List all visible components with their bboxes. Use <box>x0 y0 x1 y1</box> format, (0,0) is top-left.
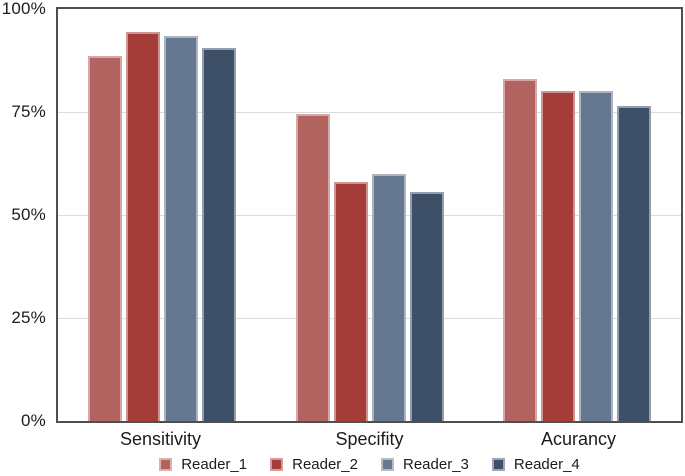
gridline <box>58 112 681 113</box>
y-axis: 0% 25% 50% 75% 100% <box>0 0 46 430</box>
legend-label: Reader_4 <box>513 456 580 473</box>
legend-item-reader_3: Reader_3 <box>381 456 469 473</box>
gridlines <box>58 9 681 421</box>
bar-reader_2-sensitivity <box>125 31 160 421</box>
bar-reader_3-acurancy <box>579 91 614 421</box>
bar-reader_1-specifity <box>295 114 330 421</box>
y-tick-label: 75% <box>11 102 46 121</box>
legend-item-reader_1: Reader_1 <box>159 456 247 473</box>
y-tick-label: 25% <box>11 308 46 327</box>
bar-reader_1-sensitivity <box>87 56 122 421</box>
bar-reader_4-specifity <box>409 192 444 421</box>
bar-group-sensitivity <box>58 9 266 421</box>
x-axis-label-specifity: Specifity <box>335 429 404 449</box>
bar-reader_3-sensitivity <box>163 35 198 421</box>
bar-reader_4-acurancy <box>617 105 652 421</box>
bar-reader_2-acurancy <box>541 91 576 421</box>
legend: Reader_1 Reader_2 Reader_3 Reader_4 <box>56 456 683 473</box>
y-tick-label: 50% <box>11 205 46 224</box>
plot-area <box>56 7 683 423</box>
y-tick-label: 0% <box>21 411 46 430</box>
bar-reader_4-sensitivity <box>201 48 236 421</box>
bar-group-acurancy <box>473 9 681 421</box>
legend-swatch-icon <box>270 458 284 471</box>
gridline <box>58 215 681 216</box>
x-axis-label-sensitivity: Sensitivity <box>119 429 202 449</box>
legend-swatch-icon <box>491 458 505 471</box>
legend-label: Reader_2 <box>292 456 358 473</box>
bar-reader_3-specifity <box>371 173 406 421</box>
gridline <box>58 318 681 319</box>
x-axis-labels: Sensitivity Specifity Acurancy <box>56 429 683 450</box>
legend-swatch-icon <box>159 458 173 471</box>
bar-group-specifity <box>266 9 474 421</box>
y-tick-label: 100% <box>1 0 46 18</box>
legend-item-reader_2: Reader_2 <box>270 456 358 473</box>
x-axis-label-acurancy: Acurancy <box>540 429 617 449</box>
legend-swatch-icon <box>381 458 394 471</box>
legend-label: Reader_1 <box>181 456 248 473</box>
legend-label: Reader_3 <box>403 456 469 473</box>
legend-item-reader_4: Reader_4 <box>491 456 580 473</box>
bar-reader_2-specifity <box>333 182 368 421</box>
bar-groups <box>58 9 681 421</box>
bar-reader_1-acurancy <box>503 79 538 421</box>
